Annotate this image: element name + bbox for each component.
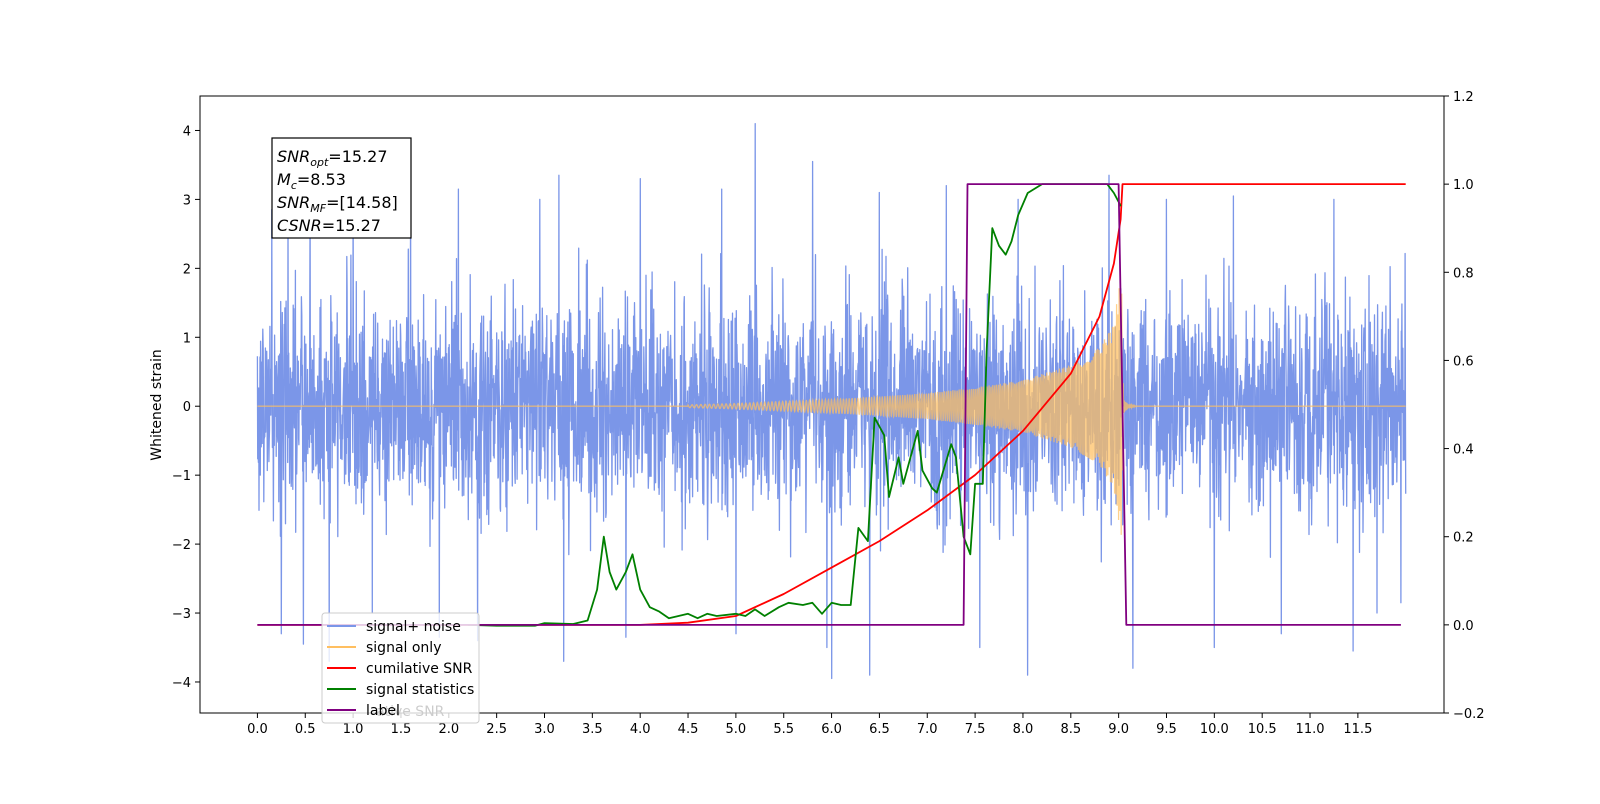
series-signal-statistics-line xyxy=(467,183,1122,627)
x-tick-label: 2.0 xyxy=(438,722,459,737)
left-y-tick-label: 1 xyxy=(183,331,191,346)
x-tick-label: 3.0 xyxy=(534,722,555,737)
right-y-tick-label: 1.2 xyxy=(1453,90,1474,105)
right-y-tick-label: 0.0 xyxy=(1453,619,1474,634)
left-y-tick-label: −1 xyxy=(172,469,191,484)
left-y-tick-label: 2 xyxy=(183,262,191,277)
legend-frame xyxy=(321,612,480,724)
series-cumulative-snr-line xyxy=(257,183,1406,626)
right-y-tick-label: 0.6 xyxy=(1453,354,1474,369)
x-tick-label: 4.0 xyxy=(630,722,651,737)
legend-entry-label: label xyxy=(366,703,400,719)
x-tick-label: 1.5 xyxy=(391,722,412,737)
y-axis-label: Whitened strain xyxy=(149,349,165,460)
x-tick-label: 1.0 xyxy=(343,722,364,737)
x-tick-label: 9.0 xyxy=(1108,722,1129,737)
right-y-tick-label: 1.0 xyxy=(1453,178,1474,193)
x-tick-label: 9.5 xyxy=(1156,722,1177,737)
x-tick-label: 11.0 xyxy=(1296,722,1325,737)
annotation-line: SNRopt=15.27 xyxy=(277,147,388,169)
right-y-tick-label: 0.4 xyxy=(1453,443,1474,458)
legend-entry-label: signal+ noise xyxy=(366,619,461,635)
left-y-tick-label: −4 xyxy=(172,676,191,691)
x-tick-label: 8.5 xyxy=(1060,722,1081,737)
legend-entry-label: cumilative SNR xyxy=(366,661,473,677)
left-y-tick-label: 0 xyxy=(183,400,191,415)
left-y-tick-label: 3 xyxy=(183,193,191,208)
annotation-line: SNRMF=[14.58] xyxy=(277,193,398,215)
right-y-tick-label: 0.2 xyxy=(1453,531,1474,546)
series-label-line xyxy=(257,183,1401,626)
legend-entry-label: signal statistics xyxy=(366,682,474,698)
plot-frame xyxy=(199,95,1445,714)
x-tick-label: 5.5 xyxy=(773,722,794,737)
x-tick-label: 0.5 xyxy=(295,722,316,737)
annotation-line: Mc=8.53 xyxy=(277,170,346,192)
x-tick-label: 0.0 xyxy=(247,722,268,737)
annotation-line: CSNR=15.27 xyxy=(277,216,381,235)
left-y-tick-label: −3 xyxy=(172,607,191,622)
annotation-frame xyxy=(271,137,412,239)
x-tick-label: 6.0 xyxy=(821,722,842,737)
x-tick-label: 2.5 xyxy=(486,722,507,737)
x-tick-label: 8.0 xyxy=(1013,722,1034,737)
left-y-tick-label: 4 xyxy=(183,124,191,139)
series-signal-only-line xyxy=(257,288,1406,535)
x-tick-label: 11.5 xyxy=(1343,722,1372,737)
x-axis: 0.0 0.5 1.0 1.5 2.0 2.5 3.0 3.5 4.0 4.5 5.0 5.5 6.0 6… xyxy=(247,713,1372,737)
right-y-tick-label: −0.2 xyxy=(1453,707,1485,722)
legend-entry-label: signal only xyxy=(366,640,441,656)
x-tick-label: 4.5 xyxy=(678,722,699,737)
x-tick-label: 10.0 xyxy=(1200,722,1229,737)
x-tick-label: 6.5 xyxy=(869,722,890,737)
left-y-axis: 4 3 2 1 0 −1 −2 −3 −4 xyxy=(172,124,200,691)
right-y-axis: 1.2 1.0 0.8 0.6 0.4 0.2 0.0 −0.2 xyxy=(1444,90,1485,722)
left-y-tick-label: −2 xyxy=(172,538,191,553)
series-layer xyxy=(256,122,1407,680)
x-tick-label: 7.0 xyxy=(917,722,938,737)
series-signal-noise-line xyxy=(256,122,1407,680)
x-tick-label: 5.0 xyxy=(726,722,747,737)
x-tick-label: 7.5 xyxy=(965,722,986,737)
x-tick-label: 3.5 xyxy=(582,722,603,737)
right-y-tick-label: 0.8 xyxy=(1453,266,1474,281)
x-tick-label: 10.5 xyxy=(1248,722,1277,737)
stats-annotation-box: SNRopt=15.27Mc=8.53SNRMF=[14.58]CSNR=15.… xyxy=(271,137,412,239)
